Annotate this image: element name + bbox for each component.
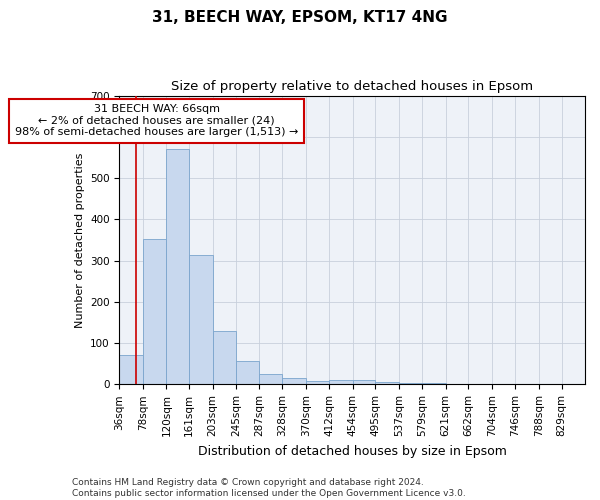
Text: Contains HM Land Registry data © Crown copyright and database right 2024.
Contai: Contains HM Land Registry data © Crown c… <box>72 478 466 498</box>
Bar <box>166 149 189 384</box>
X-axis label: Distribution of detached houses by size in Epsom: Distribution of detached houses by size … <box>198 444 506 458</box>
Title: Size of property relative to detached houses in Epsom: Size of property relative to detached ho… <box>171 80 533 93</box>
Bar <box>305 381 329 384</box>
Bar <box>353 380 376 384</box>
Bar <box>119 356 143 384</box>
Bar <box>143 239 166 384</box>
Bar <box>212 330 236 384</box>
Bar <box>189 255 212 384</box>
Bar <box>329 380 353 384</box>
Text: 31 BEECH WAY: 66sqm
← 2% of detached houses are smaller (24)
98% of semi-detache: 31 BEECH WAY: 66sqm ← 2% of detached hou… <box>15 104 298 138</box>
Bar <box>259 374 282 384</box>
Bar <box>282 378 305 384</box>
Y-axis label: Number of detached properties: Number of detached properties <box>74 152 85 328</box>
Text: 31, BEECH WAY, EPSOM, KT17 4NG: 31, BEECH WAY, EPSOM, KT17 4NG <box>152 10 448 25</box>
Bar <box>376 382 399 384</box>
Bar <box>236 361 259 384</box>
